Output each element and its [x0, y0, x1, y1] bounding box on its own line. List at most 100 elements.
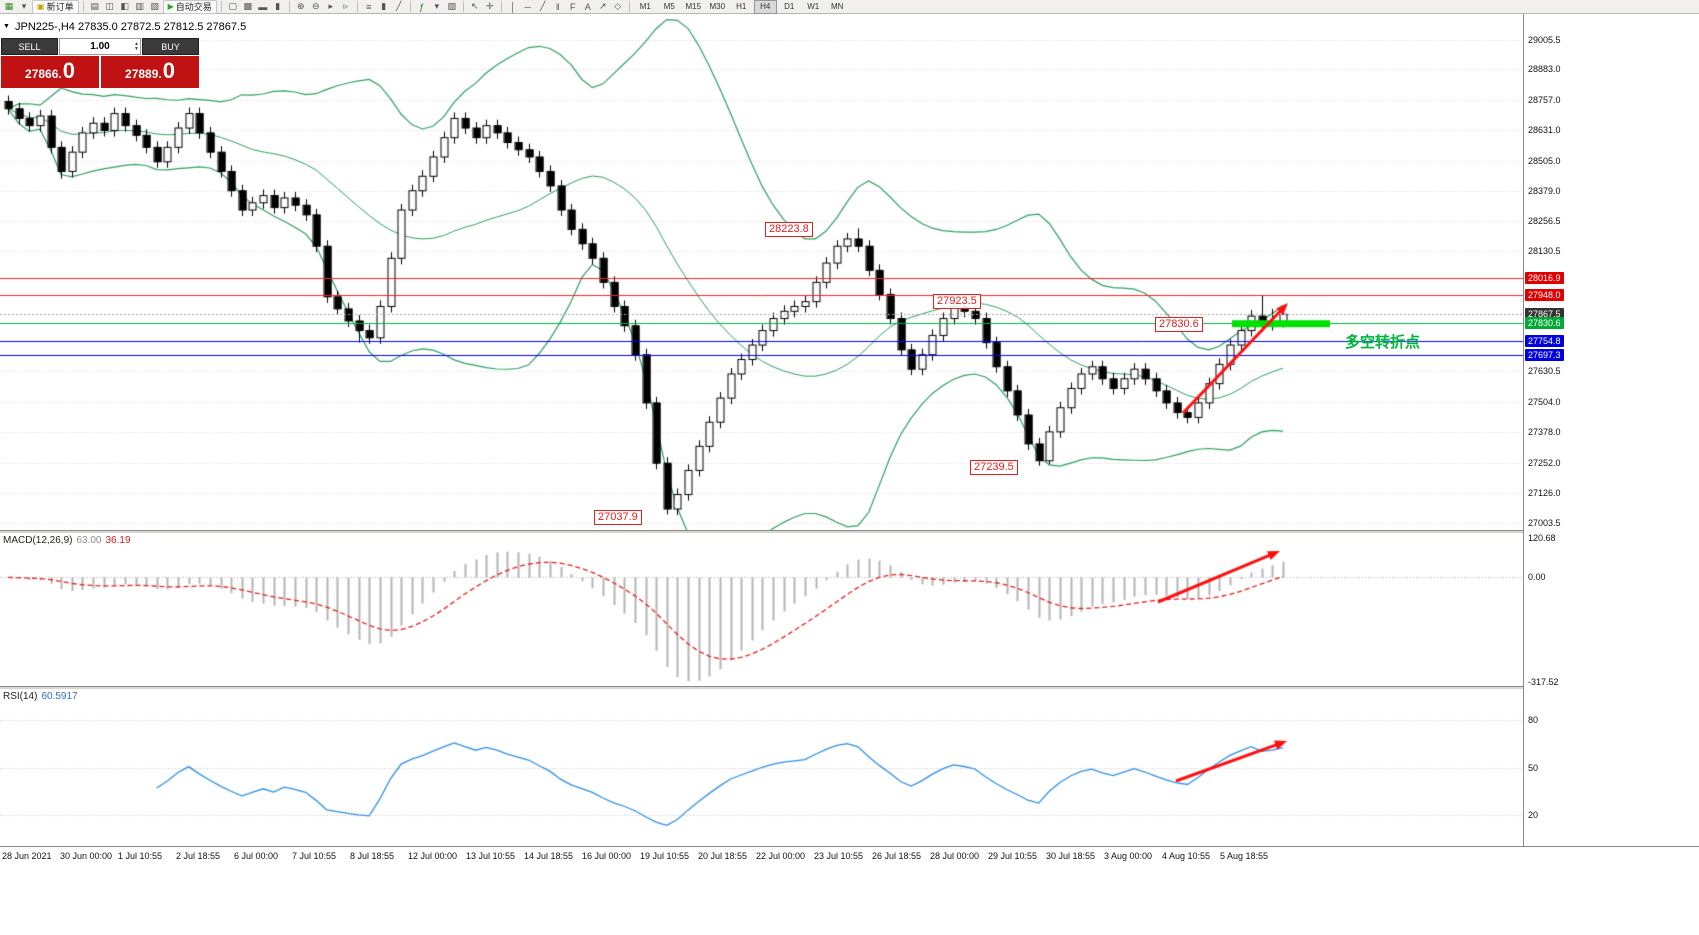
price-axis[interactable]: 29005.5 28883.0 28757.0 28631.0 28505.0 28379… [1523, 14, 1699, 846]
time-axis-label: 20 Jul 18:55 [698, 851, 748, 861]
arrows-tool-icon[interactable]: ↗ [598, 1, 607, 11]
text-tool-icon[interactable]: A [584, 1, 591, 12]
volume-down-button[interactable]: ▼ [134, 45, 139, 52]
pane-separator[interactable] [0, 530, 1699, 533]
chart-title-text: JPN225-,H4 27835.0 27872.5 27812.5 27867… [15, 21, 247, 33]
rsi-indicator-pane[interactable]: RSI(14) 60.5917 [0, 689, 1523, 846]
new-window-icon[interactable]: ▢ [228, 1, 237, 11]
rsi-axis-label: 80 [1528, 715, 1539, 726]
strategy-tester-icon[interactable]: ▧ [150, 1, 159, 11]
zoom-in-icon[interactable]: ⊕ [296, 1, 305, 11]
data-window-icon[interactable]: ◫ [105, 1, 114, 11]
time-axis[interactable]: 28 Jun 2021 30 Jun 00:00 1 Jul 10:55 2 Jul … [0, 846, 1699, 866]
price-axis-label: 27126.0 [1528, 488, 1561, 499]
terminal-icon[interactable]: ▥ [135, 1, 144, 11]
time-axis-label: 3 Aug 00:00 [1104, 851, 1153, 861]
equidistant-channel-icon[interactable]: ‖ [555, 1, 560, 12]
fibonacci-icon[interactable]: F [570, 1, 576, 12]
price-chart-canvas[interactable] [0, 14, 1523, 530]
time-axis-label: 22 Jul 00:00 [756, 851, 806, 861]
autotrading-button[interactable]: ▶ 自动交易 [162, 0, 217, 14]
candlestick-chart-icon[interactable]: ▮ [381, 1, 387, 11]
new-chart-icon[interactable]: ▦ [4, 1, 14, 11]
autotrading-icon: ▶ [167, 2, 174, 11]
templates-icon[interactable]: ▨ [447, 1, 456, 11]
time-axis-label: 19 Jul 10:55 [640, 851, 690, 861]
timeframe-h4-button[interactable]: H4 [753, 0, 777, 14]
buy-price-display[interactable]: 27889. 0 [101, 56, 199, 88]
price-tag: 27830.6 [1525, 317, 1564, 330]
autotrading-button-label: 自动交易 [175, 2, 212, 12]
toolbar-separator [288, 1, 290, 12]
sell-price-big-digit: 0 [62, 58, 75, 83]
price-tag: 27948.0 [1525, 288, 1564, 301]
auto-scroll-icon[interactable]: ▸ [328, 1, 334, 11]
buy-price-text: 27889. [125, 67, 162, 81]
trendline-icon[interactable]: ╱ [540, 1, 546, 11]
horizontal-line-icon[interactable]: ─ [524, 1, 531, 12]
new-chart-dropdown-icon[interactable]: ▾ [21, 1, 27, 11]
toolbar-separator [356, 1, 358, 12]
sell-price-text: 27866. [25, 67, 62, 81]
time-axis-label: 6 Jul 00:00 [234, 851, 279, 861]
new-order-button[interactable]: ▣ 新订单 [32, 0, 79, 14]
price-axis-label: 28130.5 [1528, 245, 1561, 256]
periods-dropdown-icon[interactable]: ▾ [434, 1, 440, 11]
vertical-line-icon[interactable]: │ [509, 1, 516, 12]
time-axis-label: 1 Jul 10:55 [118, 851, 163, 861]
cursor-icon[interactable]: ↖ [470, 1, 479, 11]
crosshair-icon[interactable]: ✛ [485, 1, 494, 11]
timeframe-m5-button[interactable]: M5 [663, 2, 675, 11]
toolbar-separator [82, 1, 84, 12]
macd-indicator-pane[interactable]: MACD(12,26,9) 63.00 36.19 [0, 533, 1523, 686]
macd-axis-label: 0.00 [1528, 572, 1546, 583]
zoom-out-icon[interactable]: ⊖ [311, 1, 320, 11]
market-watch-icon[interactable]: ▤ [90, 1, 99, 11]
navigator-icon[interactable]: ◧ [120, 1, 129, 11]
indicators-icon[interactable]: ƒ [419, 1, 425, 12]
shapes-tool-icon[interactable]: ◇ [614, 1, 622, 11]
cascade-windows-icon[interactable]: ▩ [243, 1, 252, 11]
volume-spinner: ▲ ▼ [134, 39, 139, 54]
buy-button[interactable]: BUY [142, 38, 199, 55]
price-annotation-label: 27037.9 [594, 510, 642, 525]
price-tag: 27697.3 [1525, 349, 1564, 362]
sell-button[interactable]: SELL [1, 38, 58, 55]
line-chart-icon[interactable]: ╱ [396, 1, 402, 11]
price-axis-label: 28379.0 [1528, 185, 1561, 196]
main-chart-pane[interactable]: ▼ JPN225-,H4 27835.0 27872.5 27812.5 278… [0, 14, 1523, 530]
time-axis-label: 29 Jul 10:55 [988, 851, 1038, 861]
volume-field[interactable]: 1.00 ▲ ▼ [59, 38, 141, 55]
timeframe-d1-button[interactable]: D1 [784, 2, 795, 11]
sell-price-display[interactable]: 27866. 0 [1, 56, 99, 88]
chart-shift-icon[interactable]: ▹ [343, 1, 349, 11]
price-axis-label: 27252.0 [1528, 457, 1561, 468]
toolbar-separator [462, 1, 464, 12]
timeframe-w1-button[interactable]: W1 [807, 2, 820, 11]
rsi-value: 60.5917 [41, 691, 78, 702]
timeframe-mn-button[interactable]: MN [831, 2, 844, 11]
timeframe-m15-button[interactable]: M15 [685, 2, 702, 11]
one-click-collapse-icon[interactable]: ▼ [3, 23, 10, 30]
price-axis-label: 28631.0 [1528, 125, 1561, 136]
toolbar-separator [628, 1, 630, 12]
time-axis-label: 30 Jul 18:55 [1046, 851, 1096, 861]
pane-separator[interactable] [0, 686, 1699, 689]
timeframe-m1-button[interactable]: M1 [639, 2, 651, 11]
bar-chart-icon[interactable]: ≡ [366, 1, 372, 12]
volume-value[interactable]: 1.00 [90, 41, 110, 52]
price-tag: 27754.8 [1525, 335, 1564, 348]
rsi-label: RSI(14) 60.5917 [3, 691, 78, 702]
time-axis-label: 28 Jun 2021 [2, 851, 52, 861]
volume-up-button[interactable]: ▲ [134, 40, 139, 47]
timeframe-h1-button[interactable]: H1 [736, 2, 747, 11]
time-axis-label: 23 Jul 10:55 [814, 851, 864, 861]
timeframe-m30-button[interactable]: M30 [709, 2, 726, 11]
rsi-canvas[interactable] [0, 689, 1523, 846]
macd-canvas[interactable] [0, 533, 1523, 686]
time-axis-label: 14 Jul 18:55 [524, 851, 574, 861]
new-order-icon: ▣ [37, 2, 45, 11]
tile-horizontally-icon[interactable]: ▬ [258, 1, 268, 12]
price-annotation-label: 28223.8 [765, 222, 813, 237]
tile-vertically-icon[interactable]: ▮ [275, 1, 281, 11]
